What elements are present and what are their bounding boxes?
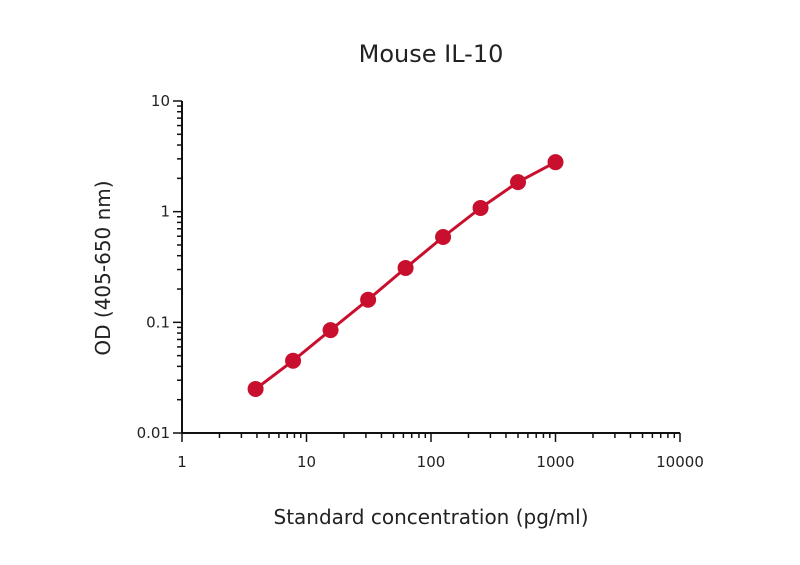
x-tick-label: 1 (177, 453, 187, 471)
data-point (285, 352, 302, 369)
data-point (472, 199, 489, 216)
y-tick-label: 1 (160, 203, 170, 221)
data-point (247, 380, 264, 397)
x-axis-label: Standard concentration (pg/ml) (274, 505, 589, 529)
y-tick-label: 0.1 (146, 313, 170, 331)
data-point (322, 322, 339, 339)
data-point (547, 154, 564, 171)
data-point (397, 259, 414, 276)
x-tick-label: 100 (417, 453, 446, 471)
data-point (360, 291, 377, 308)
data-point (510, 174, 527, 191)
y-axis-label: OD (405-650 nm) (91, 180, 115, 355)
x-tick-label: 1000 (536, 453, 574, 471)
data-point (435, 229, 452, 246)
series (247, 154, 564, 397)
x-tick-label: 10 (297, 453, 316, 471)
chart-title: Mouse IL-10 (359, 40, 504, 68)
y-tick-label: 10 (151, 92, 170, 110)
x-tick-label: 10000 (656, 453, 704, 471)
tick-labels: 1 10 100 1000 10000 0.01 0.1 1 10 (137, 92, 704, 471)
ticks (173, 100, 681, 442)
y-tick-label: 0.01 (137, 424, 170, 442)
